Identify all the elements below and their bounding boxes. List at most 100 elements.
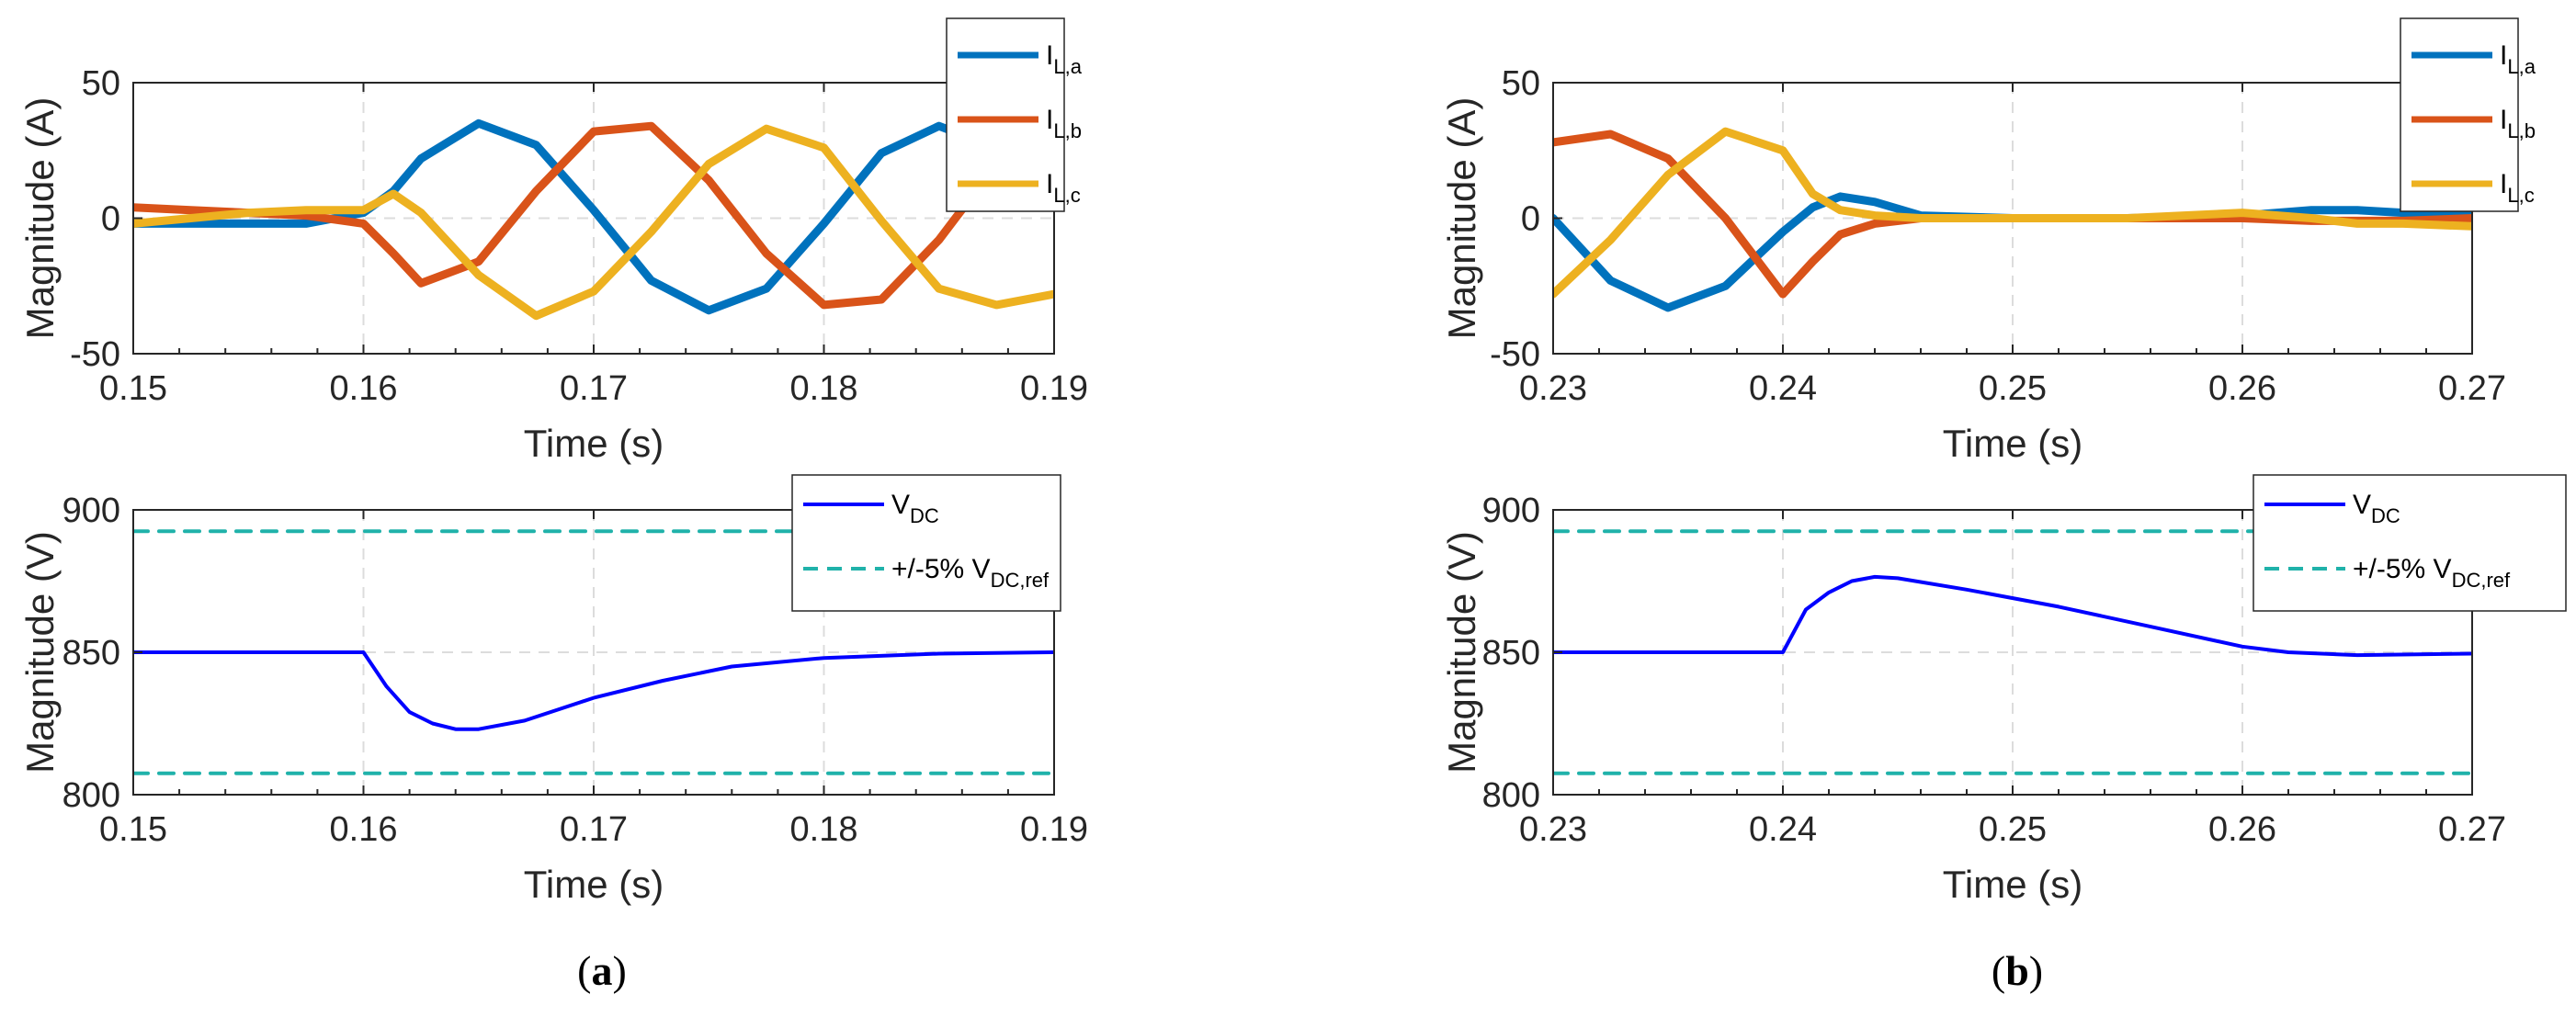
legend-label-main: I bbox=[2500, 105, 2507, 135]
legend: VDC +/-5% VDC,ref bbox=[2253, 474, 2567, 612]
x-tick-label: 0.18 bbox=[790, 810, 858, 849]
y-tick-label: 800 bbox=[62, 776, 120, 815]
series-line-l-c bbox=[1553, 127, 2472, 299]
x-tick-label: 0.26 bbox=[2208, 369, 2276, 408]
legend-label: +/-5% VDC,ref bbox=[891, 554, 1050, 592]
y-tick-label: -50 bbox=[70, 335, 120, 374]
y-tick-label: 50 bbox=[82, 64, 120, 103]
chart-a-bottom: 0.15 0.16 0.17 0.18 0.19 800 850 900 Time (s) Mag… bbox=[18, 474, 1088, 906]
legend-label: VDC bbox=[891, 490, 939, 527]
series-line-dc bbox=[1553, 574, 2472, 658]
x-tick-label: 0.16 bbox=[330, 369, 398, 408]
legend-label: IL,b bbox=[1046, 105, 1082, 142]
panel-caption-a: (a) bbox=[577, 947, 627, 994]
y-tick-label: 50 bbox=[1502, 64, 1540, 103]
x-tick-label: 0.19 bbox=[1020, 369, 1088, 408]
legend-label: IL,a bbox=[2500, 40, 2536, 78]
series-line-dc bbox=[133, 650, 1054, 731]
legend-label-sub: L,c bbox=[2507, 184, 2534, 207]
legend-label-sub: L,a bbox=[1053, 55, 1082, 78]
series-line-l-a bbox=[1553, 192, 2472, 312]
legend-label-sub: DC bbox=[910, 504, 939, 527]
y-tick-label: 850 bbox=[1482, 634, 1540, 672]
caption-letter: b bbox=[2005, 947, 2029, 994]
x-axis-label: Time (s) bbox=[524, 422, 664, 465]
x-tick-label: 0.26 bbox=[2208, 810, 2276, 849]
y-tick-label: 900 bbox=[1482, 492, 1540, 530]
x-tick-label: 0.17 bbox=[560, 810, 628, 849]
y-tick-label: 850 bbox=[62, 634, 120, 672]
caption-close: ) bbox=[613, 947, 627, 994]
legend-label-main: I bbox=[2500, 40, 2507, 71]
x-tick-label: 0.16 bbox=[330, 810, 398, 849]
legend-label-main: I bbox=[1046, 169, 1053, 199]
y-tick-label: 0 bbox=[101, 200, 120, 239]
legend-label-sub: DC bbox=[2371, 504, 2400, 527]
series-line-l-c bbox=[133, 124, 1054, 321]
y-axis-label: Magnitude (V) bbox=[18, 531, 62, 774]
x-tick-label: 0.24 bbox=[1749, 810, 1817, 849]
legend-label-main: +/-5% V bbox=[2353, 554, 2452, 584]
x-tick-label: 0.23 bbox=[1519, 810, 1587, 849]
x-tick-label: 0.17 bbox=[560, 369, 628, 408]
legend-box bbox=[946, 17, 1065, 212]
legend-label: +/-5% VDC,ref bbox=[2353, 554, 2511, 592]
legend-label-sub: DC,ref bbox=[991, 569, 1050, 592]
x-tick-label: 0.27 bbox=[2438, 369, 2506, 408]
series-group bbox=[133, 116, 1054, 321]
legend-box bbox=[791, 474, 1061, 612]
x-tick-label: 0.15 bbox=[99, 369, 167, 408]
series-group bbox=[133, 529, 1054, 775]
x-tick-label: 0.19 bbox=[1020, 810, 1088, 849]
legend: VDC +/-5% VDC,ref bbox=[791, 474, 1061, 612]
panel-caption-b: (b) bbox=[1992, 947, 2043, 994]
legend-box bbox=[2400, 17, 2519, 212]
legend-label-sub: L,a bbox=[2507, 55, 2536, 78]
y-tick-label: 800 bbox=[1482, 776, 1540, 815]
series-line-l-a bbox=[133, 119, 1054, 315]
y-axis-label: Magnitude (A) bbox=[18, 97, 62, 340]
caption-close: ) bbox=[2029, 947, 2043, 994]
chart-a-top: 0.15 0.16 0.17 0.18 0.19 -50 0 50 Time (s) Magnit… bbox=[18, 17, 1088, 465]
x-axis-label: Time (s) bbox=[1943, 422, 2082, 465]
legend-label: IL,b bbox=[2500, 105, 2536, 142]
x-tick-label: 0.27 bbox=[2438, 810, 2506, 849]
chart-b-top: 0.23 0.24 0.25 0.26 0.27 -50 0 50 Time (s) Magnit… bbox=[1440, 17, 2536, 465]
legend-label-main: I bbox=[2500, 169, 2507, 199]
x-axis-label: Time (s) bbox=[1943, 863, 2082, 906]
series-group bbox=[1553, 529, 2472, 775]
legend-label: VDC bbox=[2353, 490, 2400, 527]
legend-label: IL,c bbox=[2500, 169, 2535, 207]
legend-label-main: I bbox=[1046, 40, 1053, 71]
y-tick-label: 900 bbox=[62, 492, 120, 530]
legend-box bbox=[2253, 474, 2567, 612]
caption-open: ( bbox=[577, 947, 591, 994]
x-tick-label: 0.23 bbox=[1519, 369, 1587, 408]
legend: IL,aIL,bIL,c bbox=[2400, 17, 2536, 212]
caption-open: ( bbox=[1992, 947, 2005, 994]
x-tick-label: 0.24 bbox=[1749, 369, 1817, 408]
legend-label-main: V bbox=[891, 490, 910, 520]
x-tick-label: 0.18 bbox=[790, 369, 858, 408]
series-group bbox=[1553, 127, 2472, 312]
x-axis-label: Time (s) bbox=[524, 863, 664, 906]
x-tick-label: 0.15 bbox=[99, 810, 167, 849]
y-tick-label: -50 bbox=[1490, 335, 1540, 374]
x-tick-label: 0.25 bbox=[1979, 369, 2047, 408]
legend-label-sub: L,c bbox=[1053, 184, 1080, 207]
series-line-l-b bbox=[133, 116, 1054, 310]
legend-label-sub: L,b bbox=[2507, 119, 2536, 142]
y-tick-label: 0 bbox=[1521, 200, 1540, 239]
caption-letter: a bbox=[592, 947, 613, 994]
x-tick-label: 0.25 bbox=[1979, 810, 2047, 849]
chart-b-bottom: 0.23 0.24 0.25 0.26 0.27 800 850 900 Time (s) Mag… bbox=[1440, 474, 2567, 906]
legend-label-main: I bbox=[1046, 105, 1053, 135]
legend-label-sub: DC,ref bbox=[2452, 569, 2511, 592]
legend-label-sub: L,b bbox=[1053, 119, 1082, 142]
legend-label-main: +/-5% V bbox=[891, 554, 991, 584]
legend: IL,aIL,bIL,c bbox=[946, 17, 1083, 212]
y-axis-label: Magnitude (A) bbox=[1440, 97, 1483, 340]
legend-label: IL,c bbox=[1046, 169, 1081, 207]
legend-label: IL,a bbox=[1046, 40, 1083, 78]
